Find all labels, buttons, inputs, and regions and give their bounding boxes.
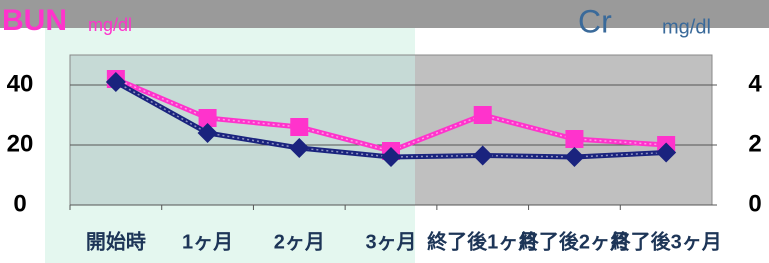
y2-tick-label: 0 [748, 190, 761, 217]
y2-tick-label: 4 [748, 70, 762, 97]
x-tick-label: 2ヶ月 [274, 231, 325, 253]
marker [565, 130, 583, 148]
y-tick-label: 40 [7, 70, 34, 97]
x-tick-label: 1ヶ月 [182, 231, 233, 253]
y2-axis-title: Cr [578, 3, 612, 39]
x-tick-label: 終了後3ヶ月 [611, 229, 722, 253]
marker [474, 106, 492, 124]
x-tick-label: 開始時 [86, 229, 146, 253]
y2-axis-unit: mg/dl [662, 16, 711, 38]
chart: BUN mg/dl Cr mg/dl 0 20 40 0 2 4 開始時 1ヶ月 2ヶ月 3ヶ月 終… [0, 0, 769, 263]
marker [290, 118, 308, 136]
plot-area-right [415, 55, 712, 205]
y-axis-unit: mg/dl [88, 15, 132, 35]
y-tick-label: 20 [7, 130, 34, 157]
y2-tick-label: 2 [748, 130, 761, 157]
x-tick-label: 3ヶ月 [365, 231, 416, 253]
y-axis-title: BUN [2, 4, 67, 37]
y-tick-label: 0 [13, 190, 26, 217]
